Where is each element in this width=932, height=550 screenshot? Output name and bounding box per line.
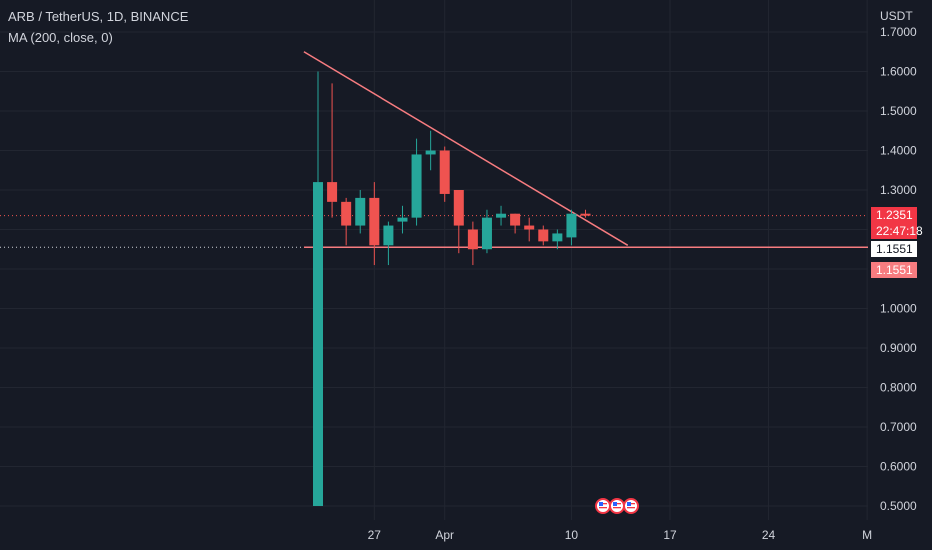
- time-axis[interactable]: 27 Apr 10 17 24 M: [368, 528, 872, 542]
- us-flag-event-icon[interactable]: [623, 498, 639, 514]
- candle: [383, 221, 394, 266]
- price-tick-label: 0.6000: [880, 460, 917, 474]
- candles: [313, 71, 591, 506]
- us-flag-event-icon[interactable]: [609, 498, 625, 514]
- candle-body: [580, 213, 591, 216]
- candle: [313, 71, 323, 506]
- flag-stripe: [617, 503, 621, 505]
- candle-body: [383, 225, 394, 246]
- candle: [327, 83, 338, 218]
- time-tick-label: 24: [762, 528, 776, 542]
- candle: [552, 229, 563, 250]
- last-price-tag: 1.2351: [871, 207, 917, 223]
- price-tick-label: 0.9000: [880, 341, 917, 355]
- candle: [566, 209, 577, 246]
- time-tick-label: 17: [663, 528, 677, 542]
- candle: [439, 146, 450, 202]
- candle-body: [538, 229, 549, 242]
- candle: [355, 190, 366, 234]
- candle-body: [524, 225, 535, 230]
- candle: [411, 138, 422, 226]
- candle: [524, 217, 535, 242]
- flag-canton: [599, 502, 603, 506]
- price-tick-label: 1.4000: [880, 144, 917, 158]
- grid: [0, 0, 868, 520]
- candle-body: [327, 182, 338, 202]
- flag-stripe: [627, 507, 635, 509]
- flag-stripe: [603, 503, 607, 505]
- event-icons[interactable]: [595, 498, 639, 514]
- candle: [496, 205, 507, 226]
- candle: [481, 209, 492, 254]
- flag-canton: [613, 502, 617, 506]
- price-tick-label: 1.7000: [880, 25, 917, 39]
- price-tick-label: 1.0000: [880, 302, 917, 316]
- price-tick-label: 0.5000: [880, 499, 917, 513]
- ma-legend[interactable]: MA (200, close, 0): [8, 30, 113, 45]
- descending-trendline[interactable]: [303, 51, 629, 246]
- candle: [425, 130, 436, 171]
- candle-body: [566, 213, 577, 238]
- candle-body: [355, 197, 366, 226]
- candle-body: [496, 213, 507, 218]
- candle-body: [510, 213, 521, 226]
- candle-body: [453, 190, 464, 226]
- flag-stripe: [599, 507, 607, 509]
- candle-body: [397, 217, 408, 222]
- candle: [341, 197, 352, 246]
- candle: [453, 190, 464, 254]
- price-tick-label: 1.5000: [880, 104, 917, 118]
- candle-body: [467, 229, 478, 250]
- candle: [510, 213, 521, 234]
- us-flag-event-icon[interactable]: [595, 498, 611, 514]
- price-tick-label: 1.3000: [880, 183, 917, 197]
- candle-body: [439, 150, 450, 194]
- horizontal-level-tag: 1.1551: [871, 241, 917, 257]
- price-axis-unit[interactable]: USDT: [880, 9, 913, 23]
- candle: [538, 225, 549, 246]
- candle-body: [313, 182, 323, 506]
- time-tick-label: M: [862, 528, 872, 542]
- flag-stripe: [631, 503, 635, 505]
- flag-stripe: [613, 507, 621, 509]
- time-tick-label: Apr: [435, 528, 454, 542]
- candle-body: [411, 154, 422, 218]
- candle: [467, 221, 478, 266]
- ma-value-tag: 1.1551: [871, 262, 917, 278]
- candle-body: [552, 233, 563, 242]
- bar-countdown-tag: 22:47:18: [871, 223, 923, 239]
- price-tick-label: 0.7000: [880, 420, 917, 434]
- candle: [397, 205, 408, 234]
- candle-body: [369, 197, 380, 246]
- symbol-legend[interactable]: ARB / TetherUS, 1D, BINANCE: [8, 9, 189, 24]
- candle: [580, 209, 591, 218]
- candle-body: [341, 201, 352, 226]
- price-tick-label: 1.6000: [880, 65, 917, 79]
- flag-canton: [627, 502, 631, 506]
- price-tick-label: 0.8000: [880, 381, 917, 395]
- drawings[interactable]: [303, 51, 868, 248]
- candle-body: [425, 150, 436, 155]
- time-tick-label: 10: [565, 528, 579, 542]
- candle-body: [481, 217, 492, 250]
- candle: [369, 182, 380, 266]
- time-tick-label: 27: [368, 528, 382, 542]
